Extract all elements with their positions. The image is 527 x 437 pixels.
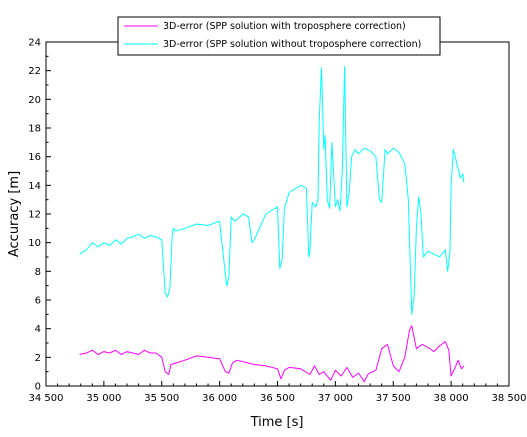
series-line-without-correction [79,65,465,315]
legend-label-without-correction: 3D-error (SPP solution without troposphe… [163,39,421,50]
x-tick-label: 34 500 [29,393,64,404]
x-tick-label: 35 000 [86,393,121,404]
x-tick-label: 38 000 [434,393,469,404]
y-tick-label: 8 [35,267,41,278]
y-tick-label: 12 [28,210,41,221]
y-tick-label: 16 [28,152,41,163]
y-tick-label: 24 [28,38,41,49]
y-tick-label: 10 [28,238,41,249]
y-tick-label: 18 [28,124,41,135]
y-tick-label: 0 [35,382,41,393]
x-axis-title: Time [s] [250,415,304,430]
legend-label-with-correction: 3D-error (SPP solution with troposphere … [163,21,406,32]
y-tick-label: 22 [28,66,41,77]
y-tick-label: 2 [35,353,41,364]
legend: 3D-error (SPP solution with troposphere … [117,16,441,56]
series-layer [79,65,465,383]
x-axis-ticks: 34 500 35 000 35 500 36 000 36 500 37 000 37 5… [29,381,527,404]
y-tick-label: 6 [35,296,41,307]
x-tick-label: 37 500 [376,393,411,404]
x-tick-label: 36 500 [260,393,295,404]
x-tick-label: 37 000 [318,393,353,404]
x-tick-label: 38 500 [492,393,527,404]
series-line-with-correction [79,325,465,383]
y-tick-label: 20 [28,95,41,106]
y-tick-label: 14 [28,181,41,192]
legend-box [117,16,441,56]
x-tick-label: 35 500 [144,393,179,404]
y-axis-title: Accuracy [m] [7,171,22,257]
x-tick-label: 36 000 [202,393,237,404]
y-tick-label: 4 [35,324,41,335]
